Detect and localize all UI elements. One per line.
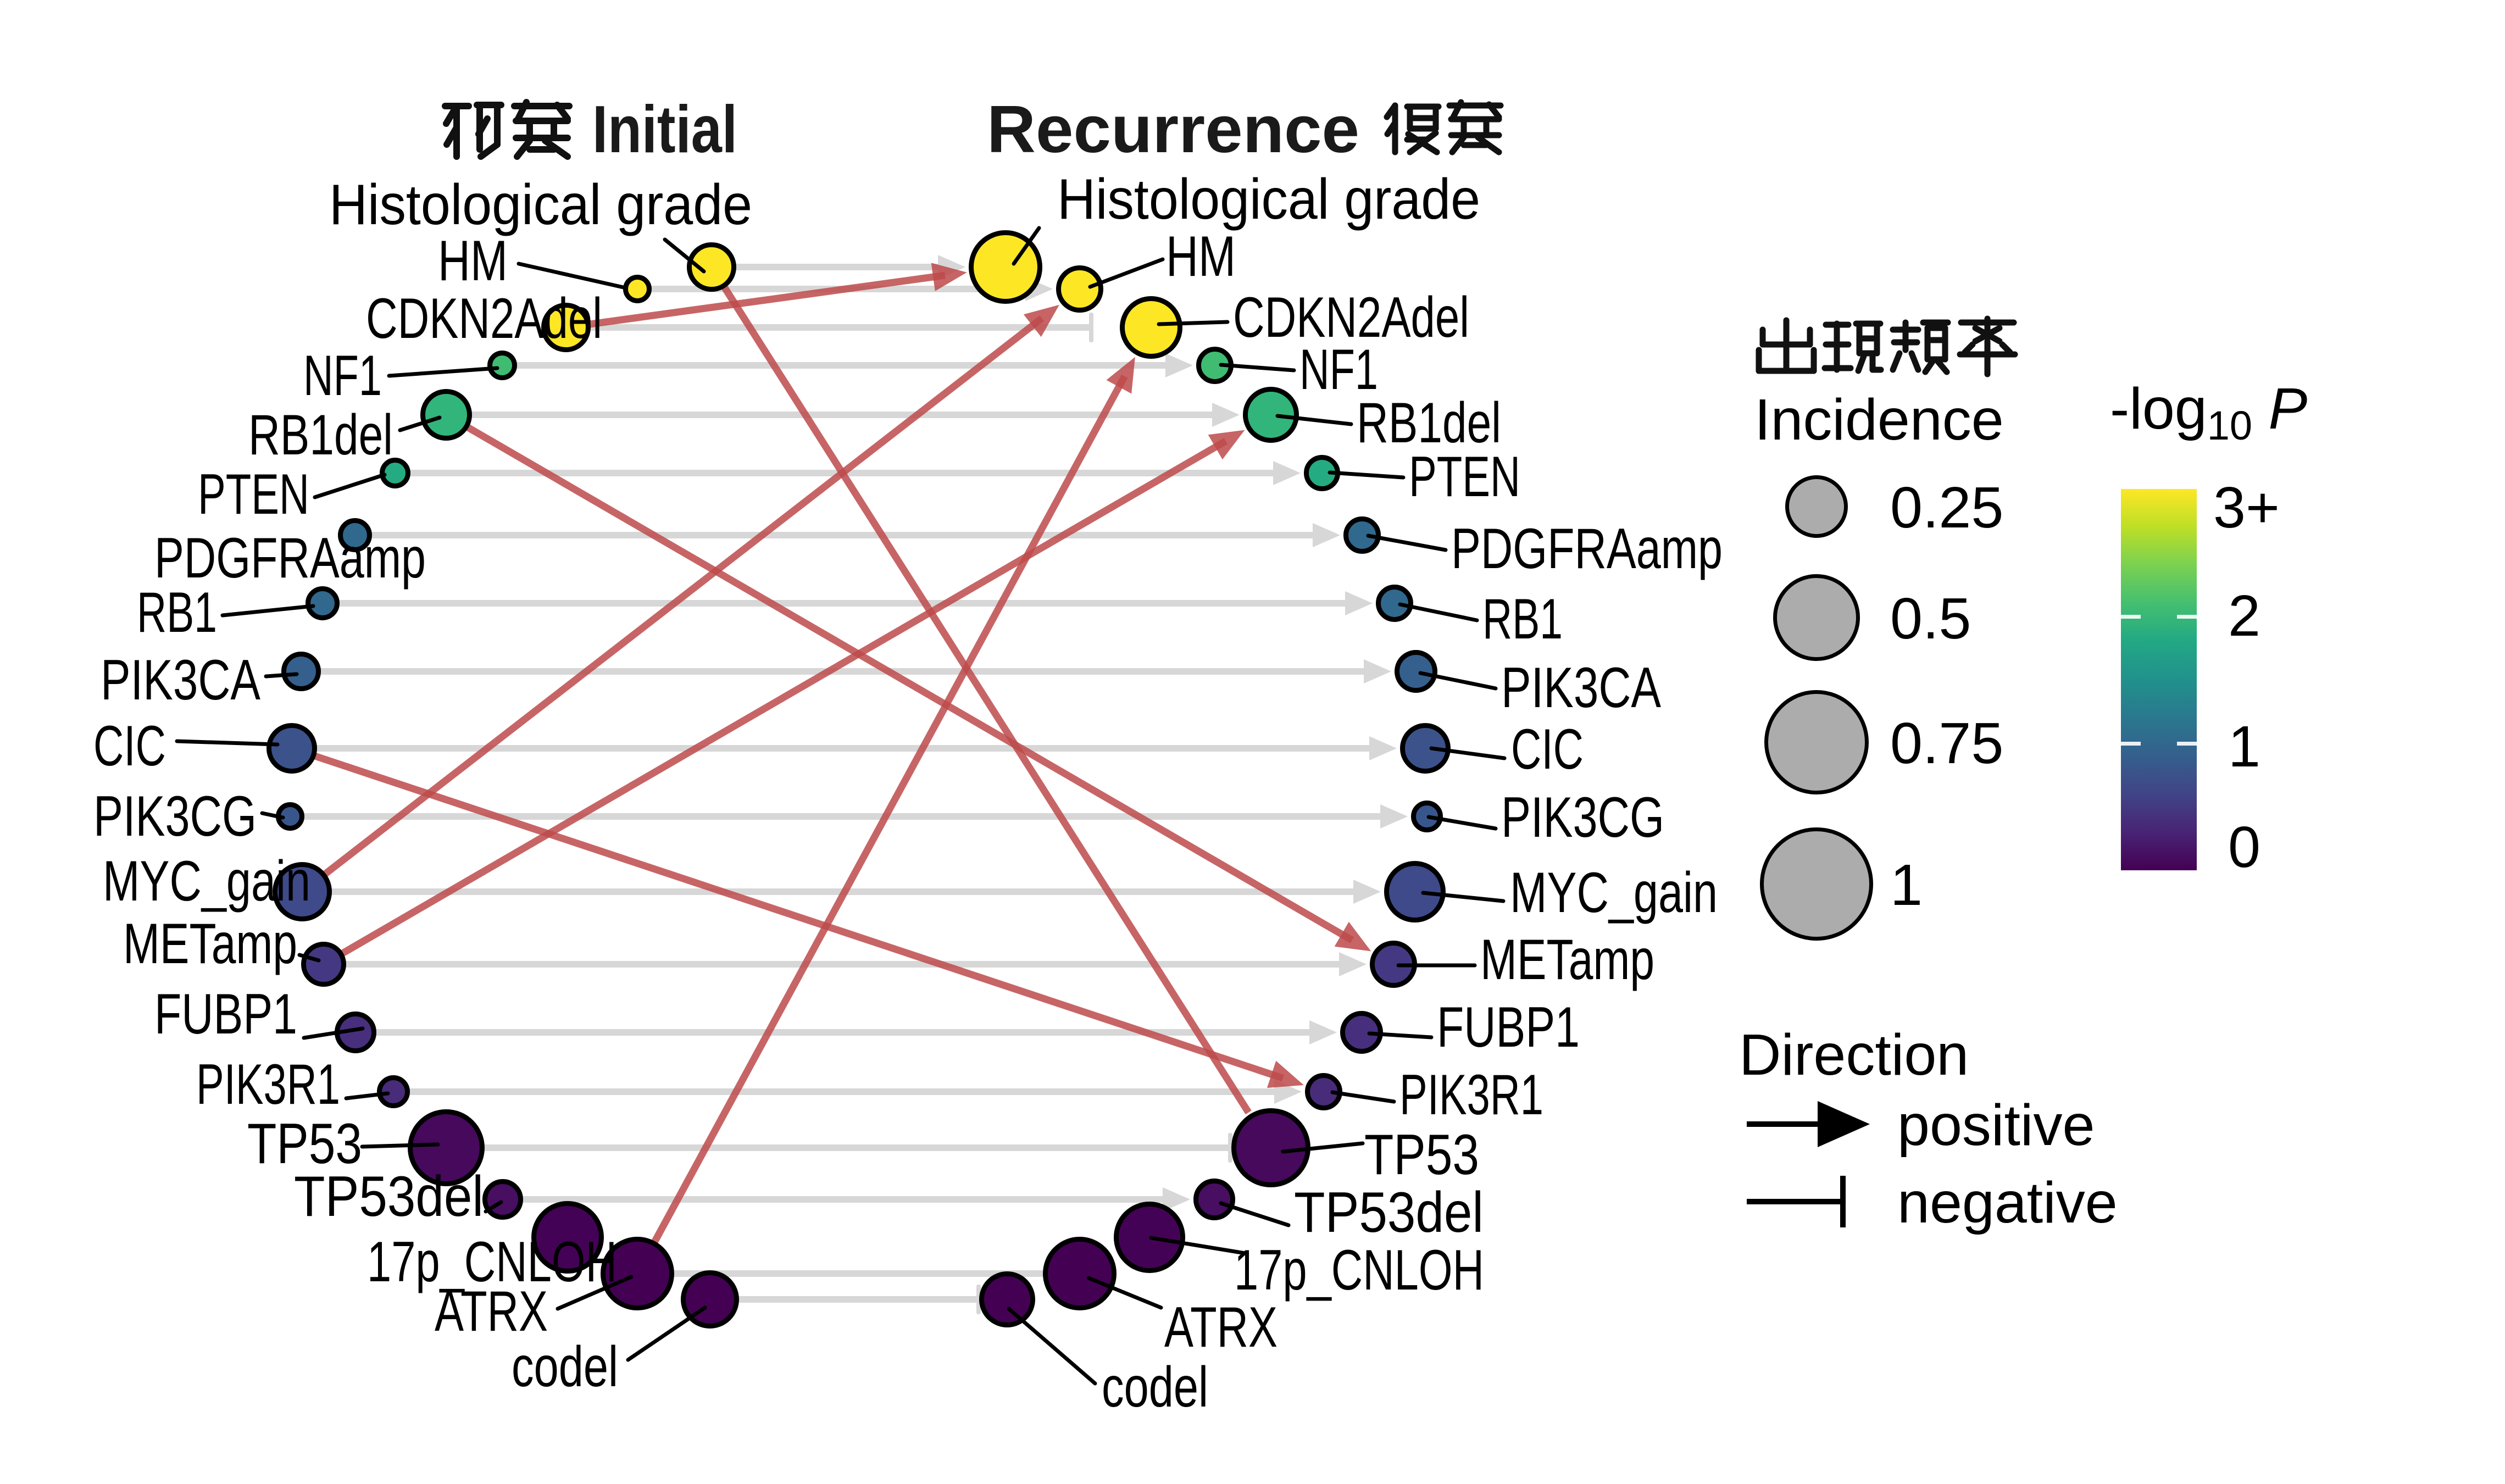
svg-text:CDKN2Adel: CDKN2Adel bbox=[1233, 286, 1469, 349]
svg-text:PIK3R1: PIK3R1 bbox=[196, 1053, 340, 1116]
svg-text:FUBP1: FUBP1 bbox=[1437, 996, 1580, 1059]
svg-text:Direction: Direction bbox=[1739, 1022, 1969, 1087]
svg-text:TP53: TP53 bbox=[1364, 1123, 1479, 1187]
svg-text:codel: codel bbox=[512, 1335, 618, 1399]
svg-text:PIK3CG: PIK3CG bbox=[1501, 786, 1664, 849]
svg-text:negative: negative bbox=[1897, 1170, 2118, 1235]
svg-text:1: 1 bbox=[1890, 853, 1923, 918]
svg-text:0.25: 0.25 bbox=[1890, 475, 2003, 540]
svg-text:TP53del: TP53del bbox=[294, 1165, 484, 1229]
svg-text:PDGFRAamp: PDGFRAamp bbox=[1451, 517, 1723, 581]
svg-text:RB1: RB1 bbox=[137, 581, 217, 644]
svg-text:MYC_gain: MYC_gain bbox=[1510, 861, 1718, 925]
svg-text:ATRX: ATRX bbox=[1164, 1296, 1278, 1359]
svg-text:NF1: NF1 bbox=[1299, 338, 1378, 402]
svg-text:RB1: RB1 bbox=[1482, 587, 1563, 651]
svg-text:CIC: CIC bbox=[1511, 718, 1584, 781]
svg-text:CIC: CIC bbox=[93, 714, 166, 778]
svg-text:Histological grade: Histological grade bbox=[1057, 168, 1480, 231]
svg-text:HM: HM bbox=[1166, 225, 1236, 288]
svg-text:0.5: 0.5 bbox=[1890, 586, 1971, 651]
svg-text:positive: positive bbox=[1897, 1093, 2095, 1158]
svg-text:1: 1 bbox=[2228, 714, 2260, 779]
svg-text:CDKN2Adel: CDKN2Adel bbox=[366, 287, 602, 351]
svg-text:PIK3R1: PIK3R1 bbox=[1399, 1063, 1543, 1127]
svg-text:RB1del: RB1del bbox=[248, 403, 393, 467]
svg-text:PIK3CA: PIK3CA bbox=[1501, 656, 1661, 720]
svg-text:0.75: 0.75 bbox=[1890, 711, 2003, 776]
svg-text:HM: HM bbox=[438, 229, 508, 293]
svg-text:Incidence: Incidence bbox=[1754, 387, 2004, 452]
svg-text:PTEN: PTEN bbox=[198, 463, 309, 526]
svg-text:MYC_gain: MYC_gain bbox=[103, 849, 310, 913]
svg-text:NF1: NF1 bbox=[303, 344, 382, 408]
svg-text:-log10 P: -log10 P bbox=[2110, 376, 2308, 448]
svg-text:Recurrence: Recurrence bbox=[987, 92, 1359, 166]
svg-text:Histological grade: Histological grade bbox=[329, 173, 752, 237]
svg-text:3+: 3+ bbox=[2213, 475, 2280, 540]
svg-text:FUBP1: FUBP1 bbox=[154, 982, 297, 1046]
svg-text:PIK3CG: PIK3CG bbox=[93, 785, 257, 848]
svg-text:ATRX: ATRX bbox=[435, 1280, 548, 1343]
svg-text:PDGFRAamp: PDGFRAamp bbox=[154, 526, 426, 590]
svg-text:PIK3CA: PIK3CA bbox=[101, 648, 260, 712]
svg-text:TP53del: TP53del bbox=[1294, 1181, 1484, 1244]
svg-text:PTEN: PTEN bbox=[1409, 445, 1520, 509]
svg-text:Initial: Initial bbox=[592, 92, 737, 166]
svg-text:17p_CNLOH: 17p_CNLOH bbox=[1234, 1238, 1484, 1302]
svg-text:2: 2 bbox=[2228, 583, 2260, 648]
svg-text:TP53: TP53 bbox=[247, 1112, 362, 1176]
svg-text:0: 0 bbox=[2228, 815, 2260, 880]
svg-text:RB1del: RB1del bbox=[1357, 391, 1501, 455]
svg-text:METamp: METamp bbox=[123, 912, 297, 976]
svg-text:codel: codel bbox=[1102, 1355, 1208, 1419]
svg-text:17p_CNLOH: 17p_CNLOH bbox=[367, 1230, 617, 1294]
svg-text:METamp: METamp bbox=[1480, 928, 1654, 992]
